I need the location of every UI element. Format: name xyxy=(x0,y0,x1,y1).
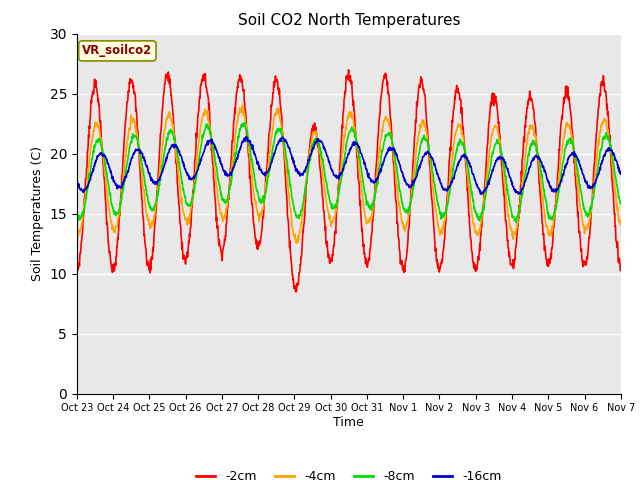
Legend: -2cm, -4cm, -8cm, -16cm: -2cm, -4cm, -8cm, -16cm xyxy=(191,465,506,480)
Title: Soil CO2 North Temperatures: Soil CO2 North Temperatures xyxy=(237,13,460,28)
X-axis label: Time: Time xyxy=(333,416,364,429)
Text: VR_soilco2: VR_soilco2 xyxy=(82,44,152,58)
Y-axis label: Soil Temperatures (C): Soil Temperatures (C) xyxy=(31,146,44,281)
